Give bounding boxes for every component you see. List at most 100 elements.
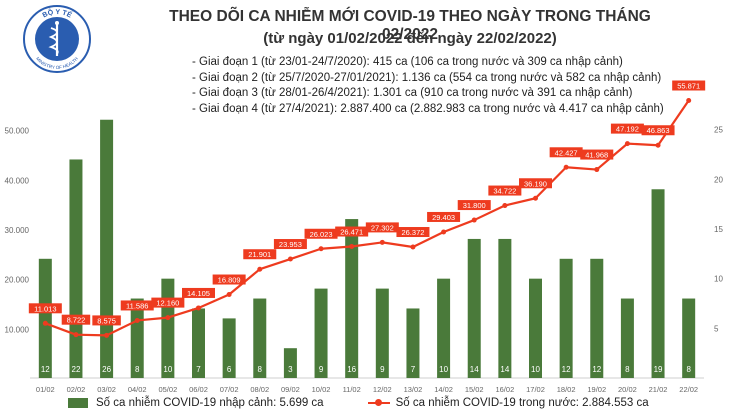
line-label-box: [672, 80, 706, 91]
line-point: [563, 164, 569, 170]
line-label-box: [28, 303, 62, 314]
line-label-box: [273, 239, 307, 250]
x-tick-label: 08/02: [250, 385, 269, 394]
bar: [498, 238, 512, 378]
line-label-box: [212, 274, 246, 285]
line-point: [502, 203, 508, 209]
phase-line: - Giai đoạn 1 (từ 23/01-24/7/2020): 415 …: [192, 56, 623, 68]
line-label-box: [182, 287, 215, 298]
x-tick-label: 01/02: [36, 385, 55, 394]
y-right-tick-label: 15: [714, 225, 723, 234]
x-tick-label: 04/02: [128, 385, 147, 394]
x-tick-label: 21/02: [649, 385, 668, 394]
line-label-box: [488, 185, 522, 196]
x-tick-label: 20/02: [618, 385, 637, 394]
line-label-box: [365, 222, 399, 233]
line-point: [226, 292, 232, 298]
line-point: [441, 229, 447, 235]
line-point: [349, 244, 355, 250]
line-point: [594, 167, 600, 173]
bar-value-label: 26: [102, 365, 111, 374]
legend-line-label: Số ca nhiễm COVID-19 trong nước: 2.884.5…: [395, 397, 649, 409]
line-value-label: 16.809: [218, 276, 241, 285]
bar-value-label: 8: [258, 365, 263, 374]
x-tick-label: 22/02: [679, 385, 698, 394]
line-value-label: 29.403: [432, 213, 455, 222]
bar-value-label: 6: [227, 365, 232, 374]
phase-summary: - Giai đoạn 1 (từ 23/01-24/7/2020): 415 …: [192, 55, 664, 117]
line-point: [287, 256, 293, 262]
x-tick-label: 14/02: [434, 385, 453, 394]
line-label-box: [610, 123, 644, 134]
bar-value-label: 12: [592, 365, 601, 374]
chart-title: THEO DÕI CA NHIỄM MỚI COVID-19 THEO NGÀY…: [169, 8, 651, 43]
y-right-tick-label: 10: [714, 275, 723, 284]
phase-line: - Giai đoạn 2 (từ 25/7/2020-27/01/2021):…: [192, 71, 662, 84]
y-right-tick-label: 20: [714, 175, 723, 184]
line-value-label: 26.023: [310, 230, 333, 239]
bar-value-label: 10: [531, 365, 540, 374]
x-tick-label: 13/02: [404, 385, 423, 394]
y-right-tick-label: 25: [714, 126, 723, 135]
line-label-box: [457, 200, 491, 211]
caduceus-icon: [48, 21, 59, 56]
line-point: [533, 195, 538, 201]
bar: [375, 288, 389, 378]
bar: [529, 278, 542, 378]
line-value-label: 34.722: [493, 187, 516, 196]
line-value-label: 31.800: [463, 201, 486, 210]
bar-value-label: 16: [347, 365, 356, 374]
bar: [100, 119, 114, 378]
legend-bar-swatch: [68, 398, 88, 408]
y-right-tick-label: 5: [714, 324, 719, 333]
line-label-box: [92, 315, 121, 326]
line-value-label: 8.575: [97, 316, 116, 325]
x-tick-label: 07/02: [220, 385, 239, 394]
bar-value-label: 10: [439, 365, 448, 374]
bar: [314, 288, 328, 378]
bar-value-label: 7: [196, 365, 201, 374]
line-point: [134, 317, 140, 323]
x-tick-label: 09/02: [281, 385, 300, 394]
line-point: [196, 305, 201, 311]
bar-value-label: 3: [288, 365, 293, 374]
line-value-label: 12.160: [156, 299, 179, 308]
x-tick-label: 12/02: [373, 385, 392, 394]
line-point: [73, 332, 79, 338]
bar-value-label: 22: [72, 365, 81, 374]
line-value-label: 8.722: [67, 316, 86, 325]
x-tick-label: 16/02: [495, 385, 514, 394]
bar: [69, 159, 83, 378]
line-value-label: 11.586: [126, 301, 148, 310]
line-value-label: 42.427: [555, 148, 578, 157]
legend-bar-label: Số ca nhiễm COVID-19 nhập cảnh: 5.699 ca: [96, 397, 324, 409]
bar-value-label: 8: [686, 365, 691, 374]
bar: [161, 278, 175, 378]
line-value-label: 26.372: [401, 228, 424, 237]
line-value-label: 41.968: [585, 151, 608, 160]
bar: [192, 308, 205, 378]
bar: [467, 238, 481, 378]
line-label-box: [396, 227, 430, 238]
bar: [345, 219, 359, 378]
y-left-tick-label: 40.000: [5, 176, 30, 185]
bar: [130, 298, 144, 378]
line-label-box: [335, 226, 369, 237]
x-tick-label: 17/02: [526, 385, 545, 394]
line-value-label: 36.190: [524, 179, 547, 188]
line-value-label: 27.302: [371, 223, 394, 232]
line-point: [379, 239, 385, 245]
line-label-box: [427, 211, 461, 222]
bar-value-label: 10: [163, 365, 172, 374]
bar-value-label: 8: [135, 365, 140, 374]
line-point: [624, 141, 630, 147]
line-point: [686, 98, 692, 104]
bar: [283, 348, 297, 378]
line-label-box: [243, 249, 277, 260]
bar-value-label: 14: [500, 365, 509, 374]
line-label-box: [120, 300, 154, 311]
bar: [620, 298, 634, 378]
line-point: [410, 244, 416, 250]
chart-legend: Số ca nhiễm COVID-19 nhập cảnh: 5.699 ca…: [68, 397, 649, 409]
